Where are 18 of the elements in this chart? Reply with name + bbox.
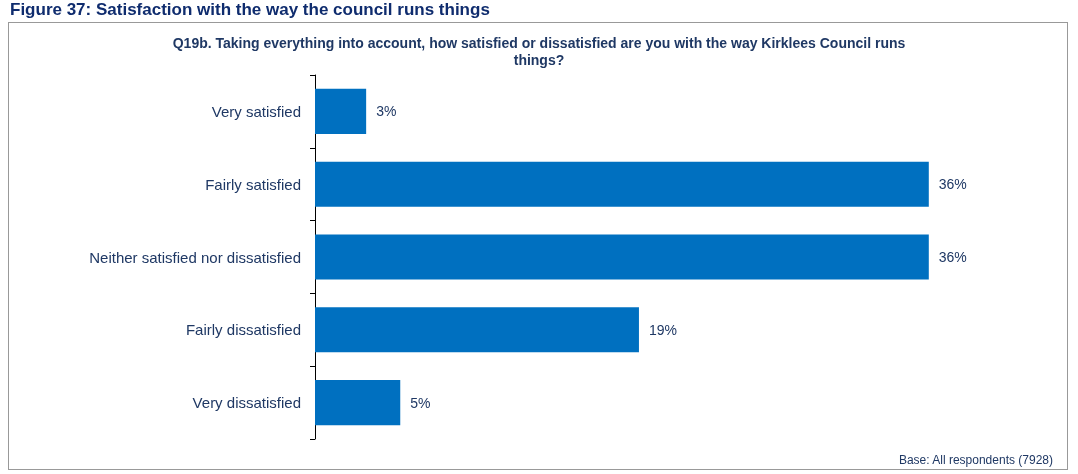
chart-title: Figure 37: Satisfaction with the way the council runs things xyxy=(10,0,490,20)
data-label: 19% xyxy=(648,321,677,338)
bar xyxy=(315,161,929,207)
bar xyxy=(315,380,401,426)
text: Base: All respondents (7928) xyxy=(898,453,1053,467)
y-tick-label: Fairly satisfied xyxy=(205,175,301,193)
data-label: 3% xyxy=(376,103,397,120)
y-tick-label: Very satisfied xyxy=(211,102,301,120)
bar xyxy=(315,88,367,134)
chart-subtitle: Q19b. Taking everything into account, how satisfied or dissatisfied are you with the way Kirklees Council runs things? xyxy=(171,35,907,69)
y-tick-label: Fairly dissatisfied xyxy=(185,321,301,339)
data-label: 36% xyxy=(938,176,967,193)
y-tick-label: Neither satisfied nor dissatisfied xyxy=(89,248,301,266)
data-label: 36% xyxy=(938,249,967,265)
data-label: 5% xyxy=(410,394,431,411)
bar xyxy=(315,234,929,280)
bar xyxy=(315,307,639,353)
y-tick-label: Very dissatisfied xyxy=(192,394,301,412)
